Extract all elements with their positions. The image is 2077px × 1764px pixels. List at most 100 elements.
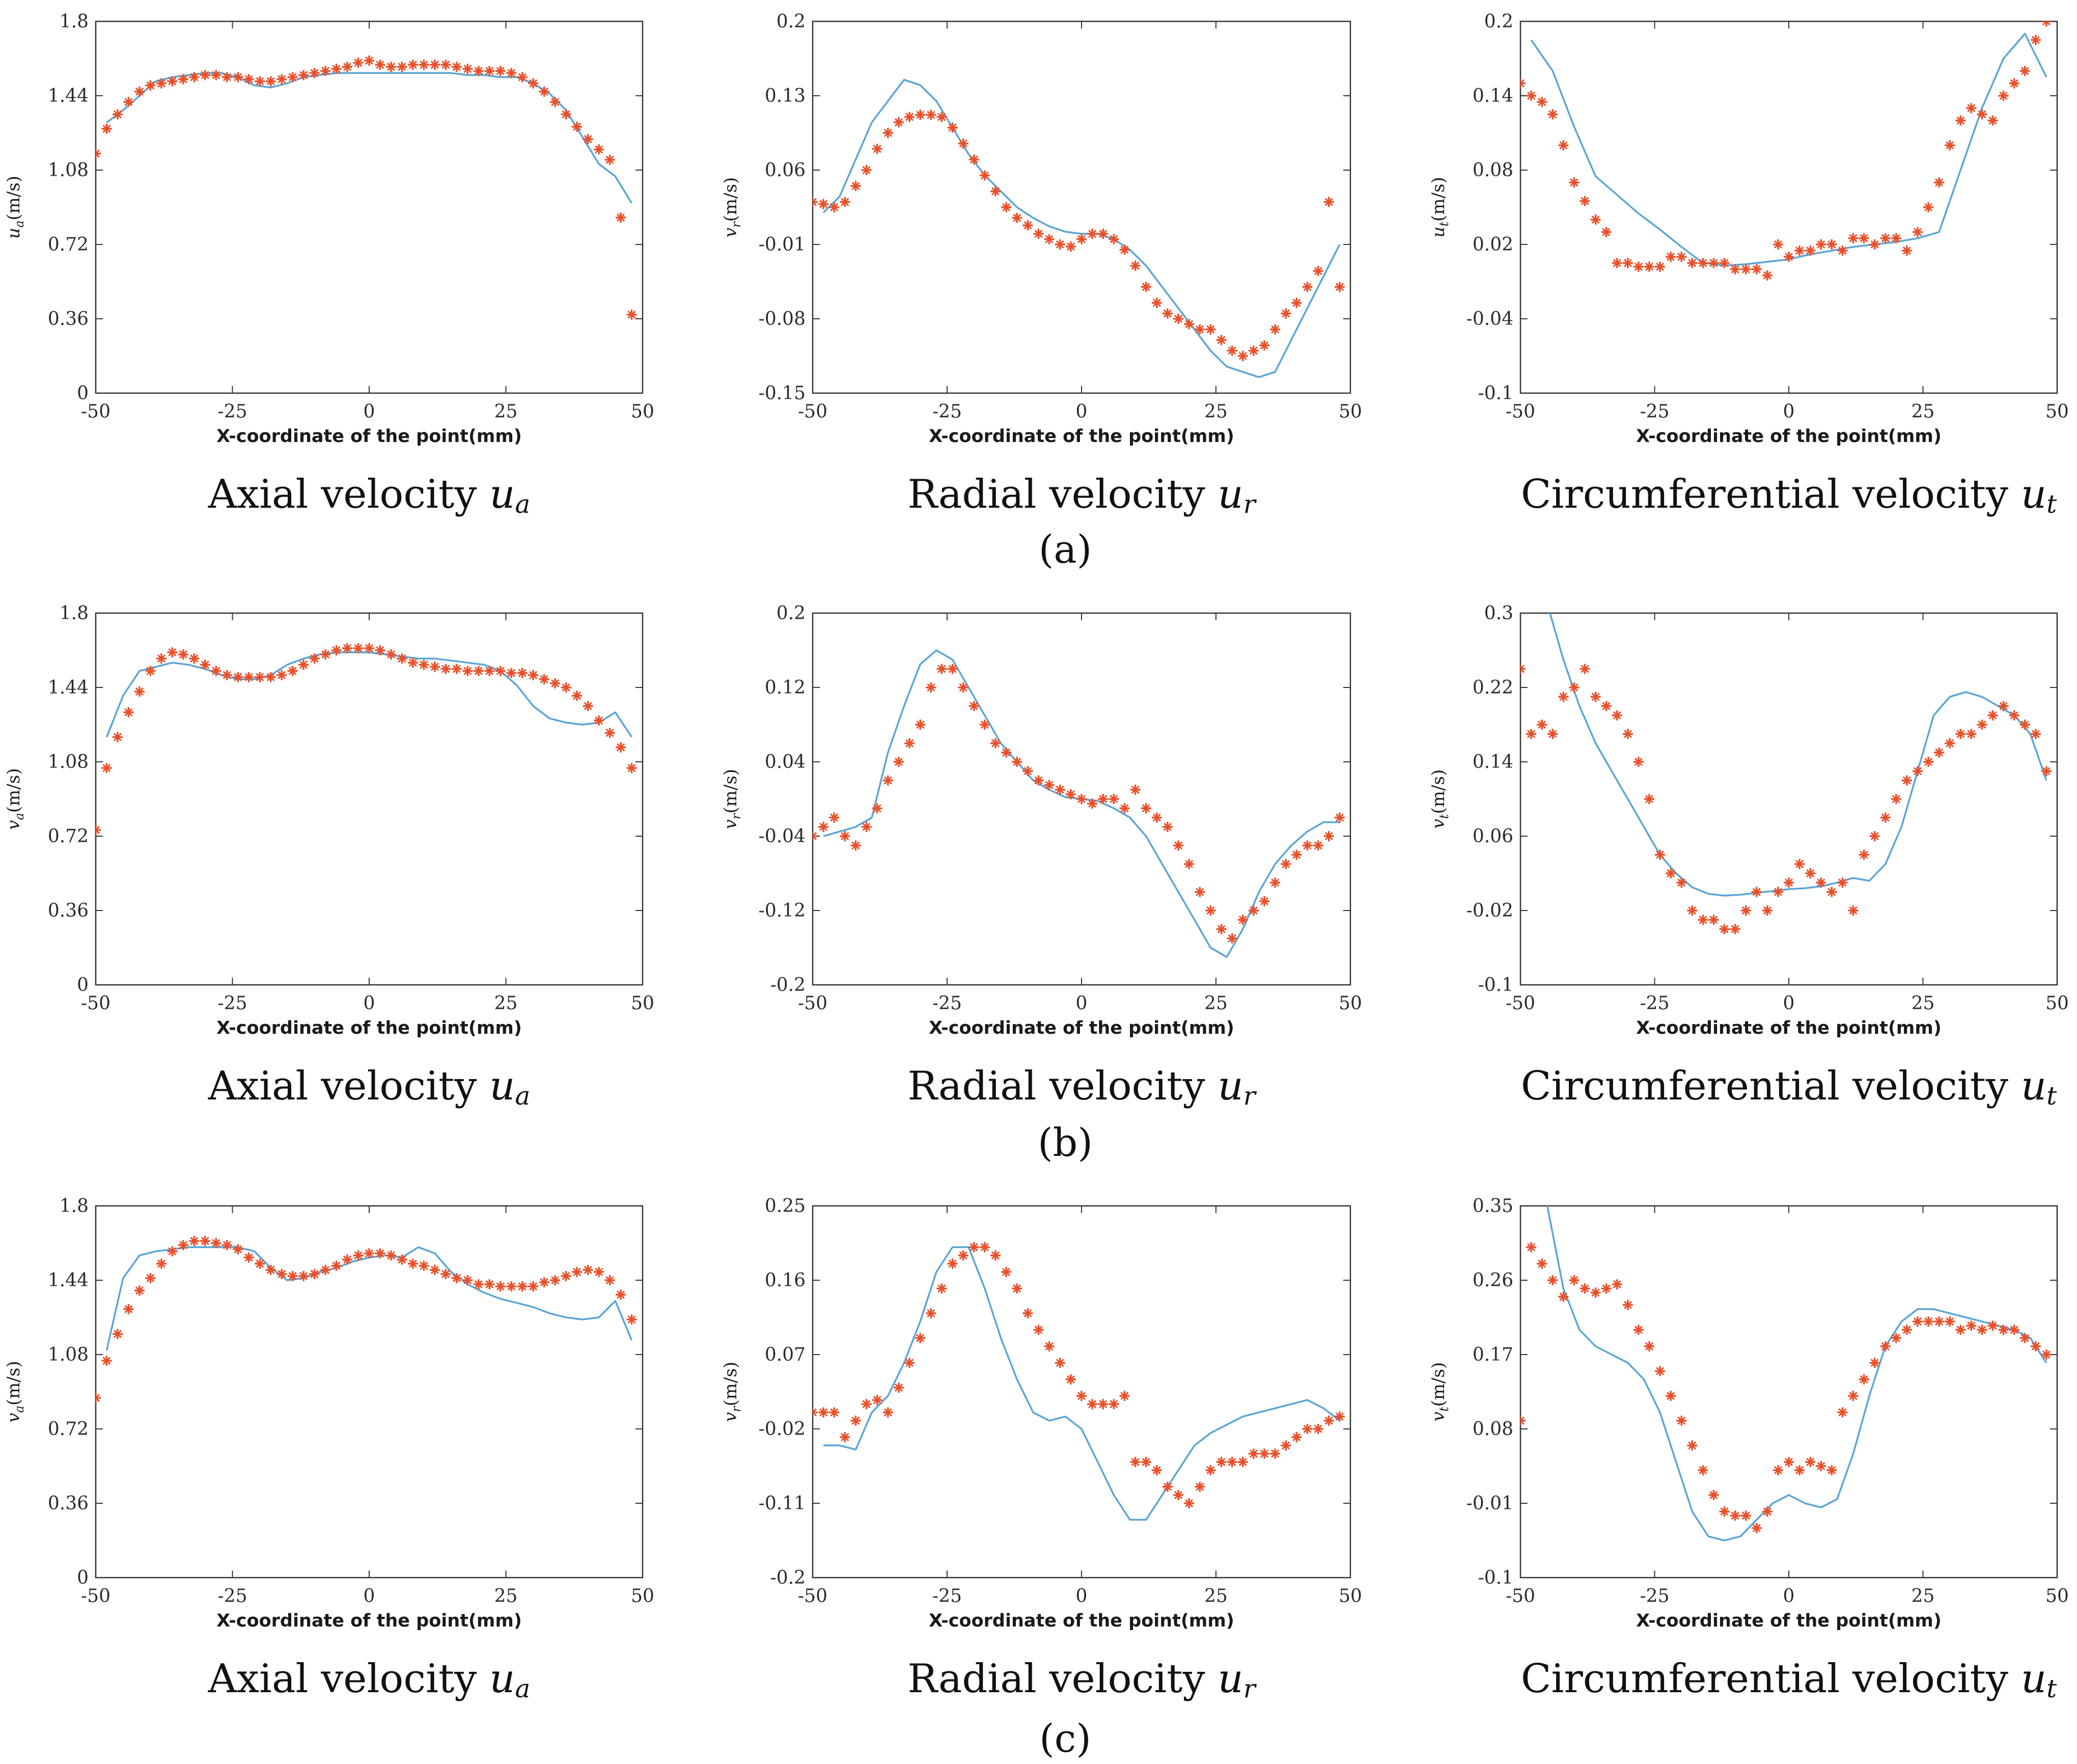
experiment-point [1001,202,1012,212]
experiment-point [818,821,829,832]
simulation-line [823,1246,1340,1521]
marker-stroke [1591,693,1600,701]
y-tick-label: 1.08 [48,1344,89,1365]
experiment-point [1762,905,1773,916]
experiment-point [1173,1490,1184,1500]
experiment-point [1098,1399,1109,1410]
marker-stroke [1988,1321,1997,1330]
y-tick-label: 0.14 [1473,752,1513,773]
marker-stroke [894,118,903,127]
experiment-point [947,664,958,674]
experiment-point [539,674,549,684]
marker-stroke [1066,242,1075,251]
y-axis-label: vr(m/s) [721,1362,743,1422]
marker-stroke [1699,1466,1707,1475]
x-tick-label: 0 [1783,1586,1795,1607]
marker-stroke [113,110,122,119]
experiment-point [397,1254,407,1265]
caption-symbol: u [2021,1063,2046,1109]
marker-stroke [507,669,516,677]
marker-stroke [157,654,165,663]
experiment-point [1655,849,1666,860]
x-tick-label: 50 [2045,993,2069,1014]
marker-stroke [1591,1288,1600,1297]
experiment-point [1537,720,1547,730]
experiment-point [1590,1287,1601,1298]
experiment-point [1945,140,1955,151]
x-tick-label: 0 [364,401,375,422]
marker-stroke [365,1249,374,1258]
experiment-point [1173,314,1184,324]
marker-stroke [905,1359,914,1367]
experiment-point [178,1240,188,1251]
experiment-point [1912,766,1923,777]
experiment-point [1784,252,1794,262]
marker-stroke [1559,141,1568,150]
marker-stroke [937,665,946,673]
marker-stroke [179,650,187,659]
y-tick-label: 1.08 [48,160,89,181]
marker-stroke [190,654,199,663]
y-axis-unit: (m/s) [4,768,24,813]
y-axis-unit: (m/s) [1428,769,1449,814]
experiment-point [893,757,904,767]
experiment-point [1291,1432,1302,1443]
experiment-point [1676,877,1687,888]
experiment-point [550,97,561,107]
x-axis-label: X-coordinate of the point(mm) [929,1611,1234,1631]
marker-stroke [595,145,603,154]
experiment-point [1891,233,1901,243]
experiment-point [221,1240,232,1251]
y-tick-label: -0.02 [759,1419,806,1440]
y-tick-label: 0.72 [48,234,89,255]
caption-text: Radial velocity [907,1063,1217,1109]
marker-stroke [980,171,989,180]
marker-stroke [365,56,374,65]
marker-stroke [496,1282,505,1291]
plot-area [812,20,1351,394]
x-tick-label: 0 [1076,1586,1088,1607]
marker-stroke [562,110,570,119]
marker-stroke [2020,720,2029,729]
marker-stroke [862,822,871,831]
marker-stroke [452,665,461,673]
experiment-point [1012,757,1022,767]
experiment-point [276,74,287,85]
experiment-point [1173,840,1184,851]
experiment-point [287,666,298,676]
plot-data [813,1242,1345,1521]
x-tick-label: 50 [1339,401,1362,422]
marker-stroke [1946,141,1954,150]
marker-stroke [386,63,396,71]
marker-stroke [1228,934,1236,943]
marker-stroke [398,654,406,663]
x-tick-label: 50 [631,1586,654,1607]
experiment-point [2041,1349,2052,1360]
experiment-point [353,1250,364,1261]
experiment-point [990,186,1001,197]
experiment-point [1698,258,1708,268]
marker-stroke [894,1383,903,1392]
marker-stroke [1056,240,1064,249]
marker-stroke [398,1255,406,1264]
marker-stroke [332,646,341,655]
experiment-point [145,666,156,676]
marker-stroke [386,1251,396,1260]
experiment-point [2030,35,2041,45]
experiment-point [1773,239,1783,250]
experiment-point [1837,877,1848,888]
marker-stroke [1538,1259,1546,1268]
marker-stroke [1045,781,1054,789]
marker-stroke [321,67,330,75]
experiment-point [1633,1325,1644,1335]
y-axis-label: va(m/s) [4,768,26,830]
marker-stroke [266,77,275,86]
marker-stroke [1185,320,1194,328]
marker-stroke [529,79,538,88]
marker-stroke [135,87,144,96]
marker-stroke [1795,1466,1804,1475]
marker-stroke [813,198,817,203]
experiment-point [1912,1316,1923,1327]
marker-stroke [1720,1507,1729,1516]
experiment-point [1248,345,1259,356]
